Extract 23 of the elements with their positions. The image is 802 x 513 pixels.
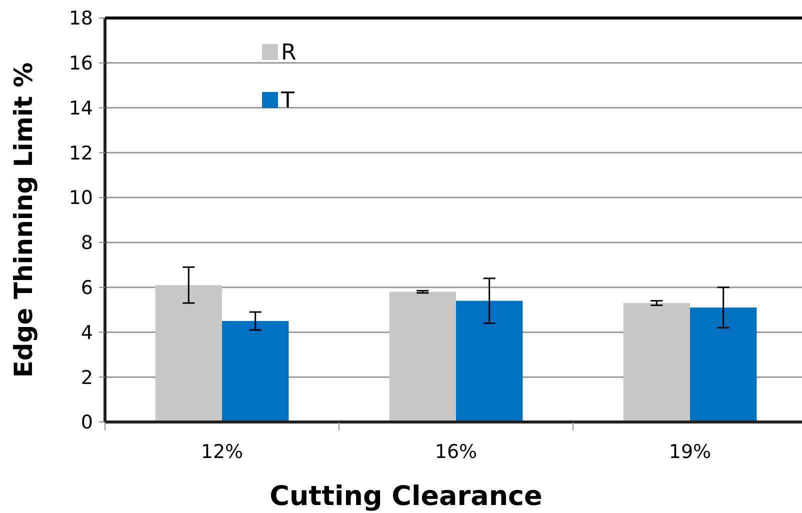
bar xyxy=(155,285,222,422)
x-axis-title: Cutting Clearance xyxy=(270,481,542,512)
x-tick-label: 19% xyxy=(668,441,712,463)
legend-label: R xyxy=(281,40,296,66)
y-tick-label: 6 xyxy=(80,276,93,299)
bar xyxy=(456,300,523,422)
y-tick-label: 4 xyxy=(80,322,93,344)
y-tick-label: 0 xyxy=(80,412,93,434)
y-axis-title: Edge Thinning Limit % xyxy=(9,62,38,378)
x-tick-label: 16% xyxy=(434,441,478,463)
x-tick-label: 12% xyxy=(200,441,244,463)
y-tick-label: 8 xyxy=(80,232,93,254)
y-tick-label: 14 xyxy=(68,97,93,120)
bar xyxy=(222,321,289,422)
y-tick-label: 18 xyxy=(68,8,93,30)
bar xyxy=(389,292,456,422)
bar xyxy=(690,308,757,422)
y-tick-label: 2 xyxy=(80,366,93,389)
y-tick-label: 12 xyxy=(68,142,93,164)
bar xyxy=(623,303,690,422)
legend-label: T xyxy=(280,88,295,114)
y-tick-label: 16 xyxy=(68,52,93,75)
y-tick-label: 10 xyxy=(68,187,93,210)
